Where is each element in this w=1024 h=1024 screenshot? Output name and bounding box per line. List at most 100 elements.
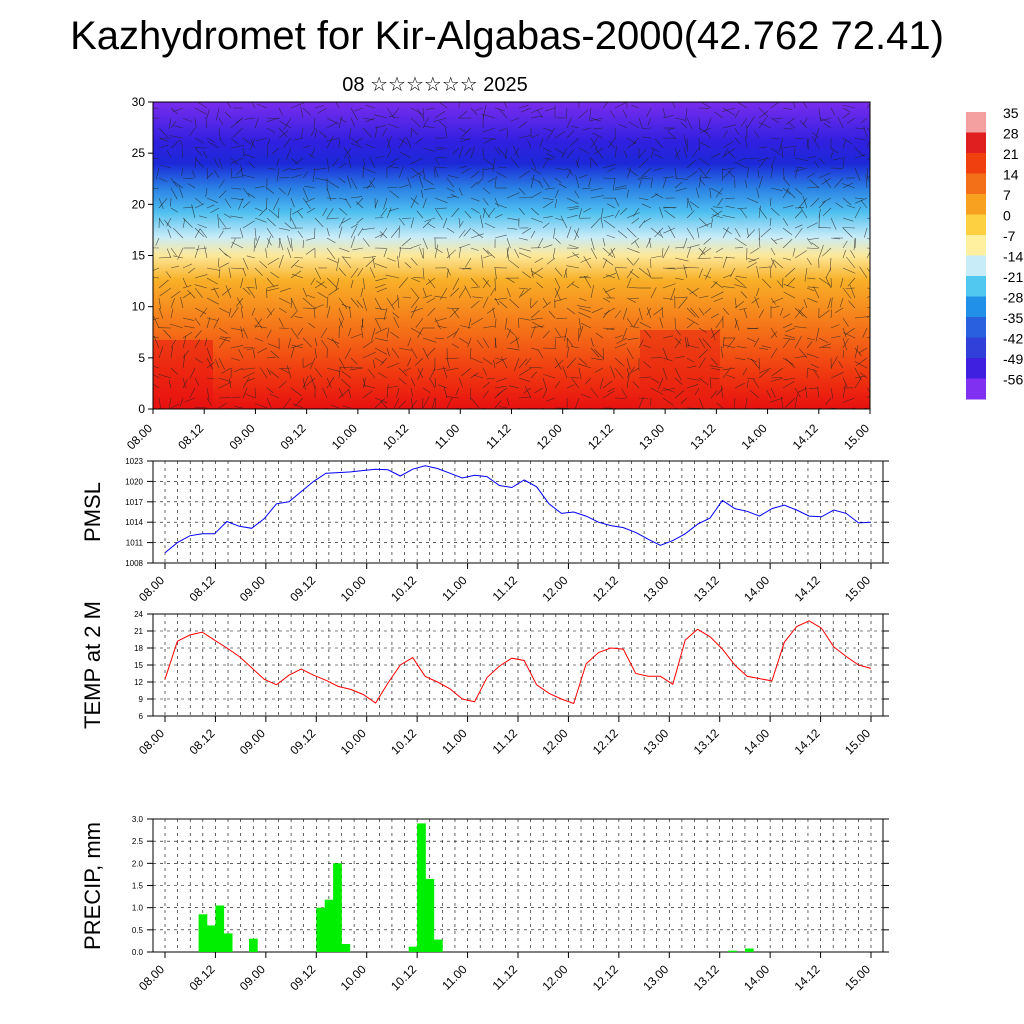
wind-barb — [753, 337, 760, 348]
wind-barb — [758, 207, 768, 219]
wind-barb — [278, 327, 289, 329]
wind-barb — [531, 317, 544, 320]
wind-barb — [153, 336, 160, 339]
wind-barb — [638, 376, 651, 379]
wind-barb — [510, 157, 520, 169]
wind-barb — [822, 247, 832, 257]
wind-barb — [386, 347, 390, 357]
wind-barb — [626, 167, 638, 177]
wind-barb — [854, 153, 867, 159]
wind-barb — [674, 277, 684, 280]
wind-barb — [746, 229, 756, 239]
wind-barb — [633, 317, 640, 328]
wind-barb — [631, 105, 640, 109]
x-tick-label: 13.00 — [640, 962, 671, 993]
wind-barb — [290, 217, 297, 229]
wind-barb — [578, 367, 582, 380]
wind-barb — [850, 250, 856, 259]
wind-barb — [482, 280, 489, 289]
wind-barb — [842, 338, 849, 349]
wind-barb — [446, 331, 457, 339]
wind-barb — [338, 217, 345, 229]
wind-barb — [206, 347, 212, 361]
wind-barb — [779, 307, 784, 316]
wind-barb — [710, 377, 720, 380]
wind-barb — [794, 137, 804, 139]
wind-barb — [206, 317, 219, 321]
wind-barb — [326, 208, 334, 219]
wind-barb — [436, 147, 448, 151]
wind-barb — [578, 297, 587, 302]
wind-barb — [659, 207, 664, 219]
wind-barb — [266, 287, 280, 292]
precip-bar — [207, 925, 216, 952]
wind-barb — [404, 262, 412, 269]
wind-barb — [350, 297, 360, 308]
wind-barb — [866, 287, 870, 289]
wind-barb — [616, 337, 628, 344]
wind-barb — [206, 267, 221, 271]
wind-barb — [698, 357, 707, 369]
wind-barb — [483, 137, 496, 144]
wind-barb — [326, 157, 330, 172]
wind-barb — [170, 367, 178, 375]
wind-barb — [230, 407, 232, 409]
wind-barb — [266, 308, 275, 319]
wind-barb — [343, 146, 352, 159]
wind-barb — [626, 377, 629, 389]
wind-barb — [722, 167, 736, 171]
wind-barb — [391, 347, 400, 359]
wind-barb — [525, 357, 532, 366]
wind-barb — [590, 237, 595, 250]
wind-barb — [542, 388, 548, 399]
wind-barb — [537, 349, 544, 359]
wind-barb — [422, 247, 424, 259]
wind-barb — [662, 177, 667, 189]
wind-barb — [306, 294, 316, 299]
wind-barb — [242, 201, 251, 209]
wind-barb — [242, 147, 245, 158]
wind-barb — [373, 114, 388, 119]
wind-barb — [276, 167, 280, 182]
wind-barb — [734, 127, 740, 136]
wind-barb — [698, 337, 706, 349]
wind-barb — [287, 337, 292, 349]
wind-barb — [187, 267, 196, 274]
wind-barb — [758, 309, 764, 319]
wind-barb — [250, 139, 256, 149]
wind-barb — [254, 186, 265, 189]
wind-barb — [424, 187, 436, 190]
wind-barb — [422, 167, 425, 179]
wind-barb — [287, 235, 292, 249]
wind-barb — [470, 207, 480, 214]
wind-barb — [356, 217, 364, 224]
wind-barb — [254, 207, 263, 212]
wind-barb — [242, 257, 249, 270]
wind-barb — [181, 149, 184, 159]
wind-barb — [698, 348, 709, 359]
wind-barb — [427, 223, 436, 229]
wind-barb — [722, 107, 736, 112]
wind-barb — [812, 132, 820, 139]
wind-barb — [280, 367, 292, 369]
wind-barb — [350, 143, 364, 149]
wind-barb — [360, 287, 364, 297]
wind-barb — [254, 337, 264, 342]
wind-barb — [686, 384, 698, 389]
wind-barb — [326, 247, 336, 260]
wind-barb — [390, 331, 400, 339]
wind-barb — [748, 257, 760, 263]
wind-barb — [503, 102, 508, 109]
wind-barb — [530, 157, 537, 170]
wind-barb — [642, 344, 652, 349]
wind-barb — [842, 337, 848, 351]
wind-barb — [434, 207, 443, 220]
wind-barb — [251, 102, 256, 109]
wind-barb — [626, 212, 640, 219]
colorbar-swatch — [966, 214, 986, 236]
wind-barb — [570, 125, 580, 129]
wind-barb — [639, 322, 652, 329]
wind-barb — [794, 210, 803, 219]
wind-barb — [644, 329, 652, 339]
